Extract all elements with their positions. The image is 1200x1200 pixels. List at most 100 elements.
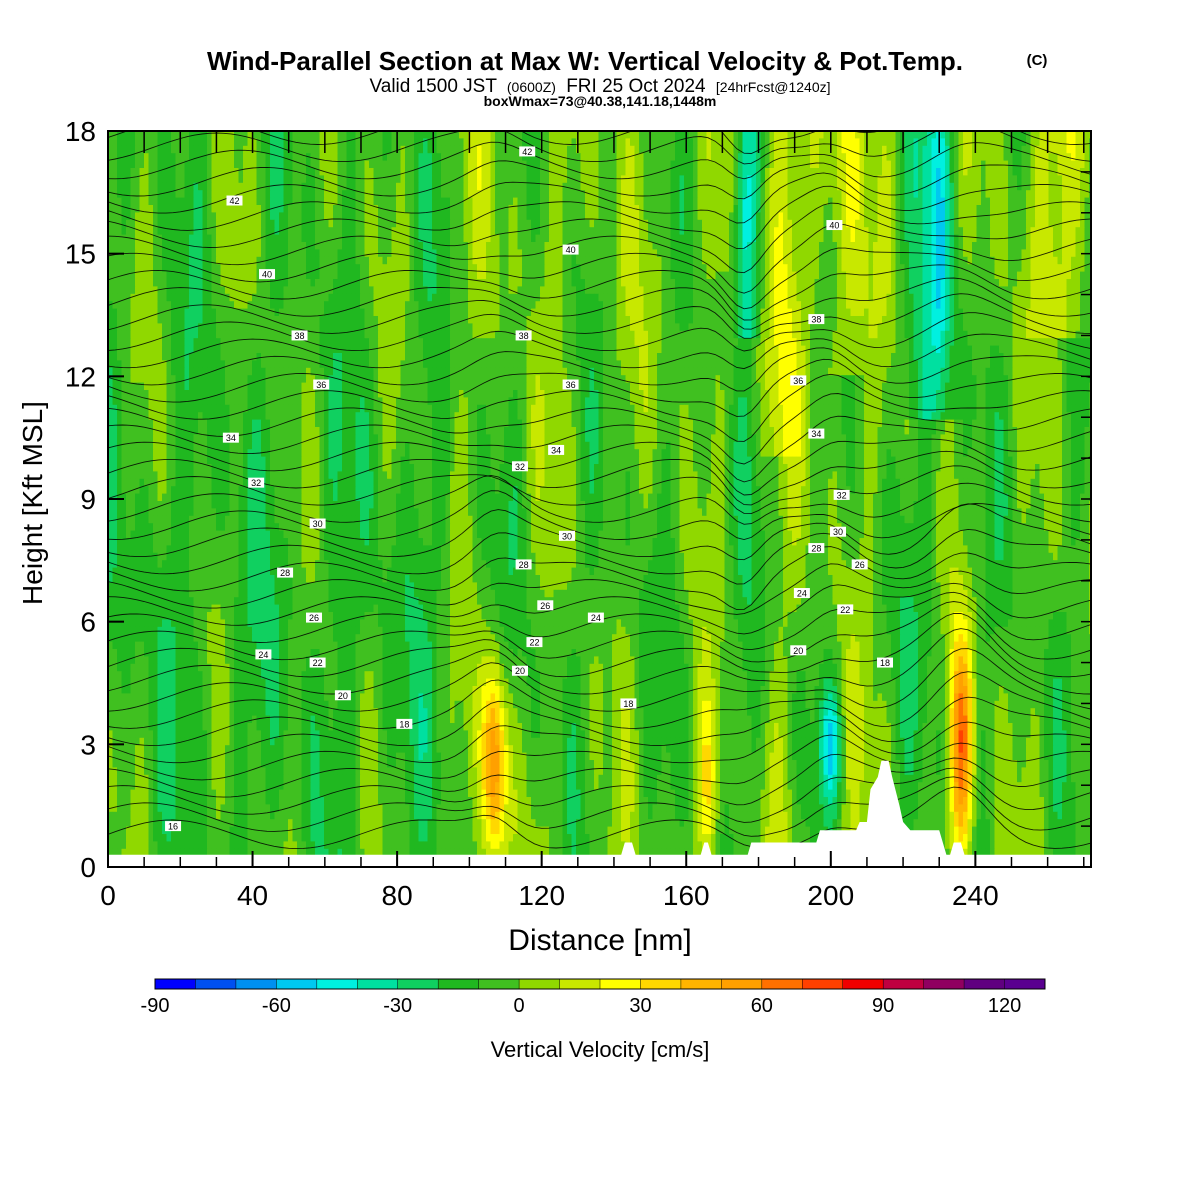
theta-label: 32: [515, 462, 525, 472]
theta-contour: [108, 293, 1091, 339]
theta-label-bg: [165, 821, 182, 832]
theta-label-bg: [511, 461, 528, 472]
theta-contour: [108, 582, 1091, 635]
theta-label: 24: [591, 613, 601, 623]
theta-contour: [108, 393, 1091, 465]
forecast-info: [24hrFcst@1240z]: [716, 79, 831, 95]
colorbar-swatch: [235, 979, 277, 989]
theta-label-bg: [396, 718, 413, 729]
colorbar-tick-label: 90: [872, 995, 894, 1017]
theta-label: 30: [313, 519, 323, 529]
theta-contour: [108, 185, 1091, 250]
theta-contour: [108, 546, 1091, 611]
theta-label-bg: [309, 657, 326, 668]
theta-label-bg: [837, 604, 854, 615]
theta-label: 28: [280, 568, 290, 578]
theta-contour-labels: 16 18 18 18 20 20 20 22 22 22 24 24 24 26 26 26 28 28 28 30…: [165, 146, 894, 832]
theta-contour: [108, 264, 1091, 321]
theta-label: 20: [338, 691, 348, 701]
colorbar-tick-label: -90: [141, 995, 170, 1017]
theta-label: 34: [551, 445, 561, 455]
theta-contour: [108, 277, 1091, 330]
y-axis: 0 3 6 9 12 15 18: [65, 116, 124, 883]
theta-label-bg: [833, 489, 850, 500]
potential-temperature-contours: [108, 131, 1091, 850]
x-axis: 0 40 80 120 160 200 240: [100, 851, 999, 911]
theta-label: 26: [309, 613, 319, 623]
theta-label: 42: [229, 196, 239, 206]
colorbar-swatch: [640, 979, 682, 989]
y-tick-label: 12: [65, 361, 96, 392]
theta-label-bg: [548, 444, 565, 455]
y-tick-label: 3: [80, 729, 96, 760]
theta-contour: [108, 563, 1091, 615]
theta-contour: [108, 696, 1091, 747]
theta-contour: [108, 202, 1091, 274]
theta-label-bg: [808, 314, 825, 325]
colorbar-swatch: [964, 979, 1005, 989]
x-tick-label: 80: [382, 880, 413, 911]
theta-contour: [108, 628, 1091, 695]
theta-contour: [108, 503, 1091, 561]
y-tick-label: 6: [80, 607, 96, 638]
colorbar-tick-label: 0: [514, 995, 525, 1017]
theta-contour: [108, 172, 1091, 224]
theta-label: 24: [797, 589, 807, 599]
theta-contour: [108, 734, 1091, 785]
y-axis-label: Height [Kft MSL]: [17, 401, 48, 605]
theta-label: 22: [313, 658, 323, 668]
theta-label: 30: [833, 527, 843, 537]
theta-contour: [108, 450, 1091, 506]
theta-contour: [108, 601, 1091, 663]
theta-label-bg: [808, 428, 825, 439]
theta-label: 38: [295, 331, 305, 341]
copyright-mark: (C): [1027, 52, 1048, 69]
theta-contour: [108, 347, 1091, 392]
x-axis-label: Distance [nm]: [508, 924, 691, 957]
colorbar-swatch: [1004, 979, 1046, 989]
theta-label-bg: [587, 612, 604, 623]
theta-label-bg: [511, 665, 528, 676]
box-wmax: boxWmax=73@40.38,141.18,1448m: [484, 93, 717, 109]
colorbar-tick-label: -30: [383, 995, 412, 1017]
theta-label-bg: [305, 612, 322, 623]
valid-date: FRI 25 Oct 2024: [566, 76, 706, 97]
theta-label-bg: [877, 657, 894, 668]
x-tick-label: 240: [952, 880, 999, 911]
colorbar-swatch: [438, 979, 479, 989]
theta-label: 34: [811, 429, 821, 439]
terrain-mask: [108, 760, 1091, 867]
x-tick-label: 200: [807, 880, 854, 911]
theta-label: 26: [540, 601, 550, 611]
x-tick-label: 0: [100, 880, 116, 911]
vertical-velocity-field: [108, 131, 1091, 867]
theta-label: 42: [522, 147, 532, 157]
theta-contour: [108, 330, 1091, 370]
colorbar-swatch: [276, 979, 318, 989]
x-tick-label: 160: [663, 880, 710, 911]
theta-contour: [108, 613, 1091, 678]
theta-label-bg: [562, 379, 579, 390]
y-tick-label: 18: [65, 116, 96, 147]
theta-label-bg: [790, 645, 807, 656]
theta-contour: [108, 247, 1091, 310]
theta-contour: [108, 648, 1091, 712]
theta-label-bg: [562, 244, 579, 255]
theta-label-bg: [515, 330, 532, 341]
theta-contour: [108, 776, 1091, 837]
colorbar-swatch: [519, 979, 560, 989]
inner-tick-marks: [143, 131, 1091, 867]
colorbar-swatch: [883, 979, 924, 989]
theta-label-bg: [309, 518, 326, 529]
theta-label: 32: [251, 478, 261, 488]
colorbar-swatch: [680, 979, 722, 989]
theta-contour: [108, 528, 1091, 585]
theta-label: 28: [811, 544, 821, 554]
theta-contour: [108, 753, 1091, 806]
theta-label: 20: [793, 646, 803, 656]
colorbar-label: Vertical Velocity [cm/s]: [491, 1037, 710, 1062]
theta-label-bg: [558, 530, 575, 541]
theta-contour: [108, 141, 1091, 180]
colorbar-swatch: [761, 979, 803, 989]
theta-label: 20: [515, 666, 525, 676]
